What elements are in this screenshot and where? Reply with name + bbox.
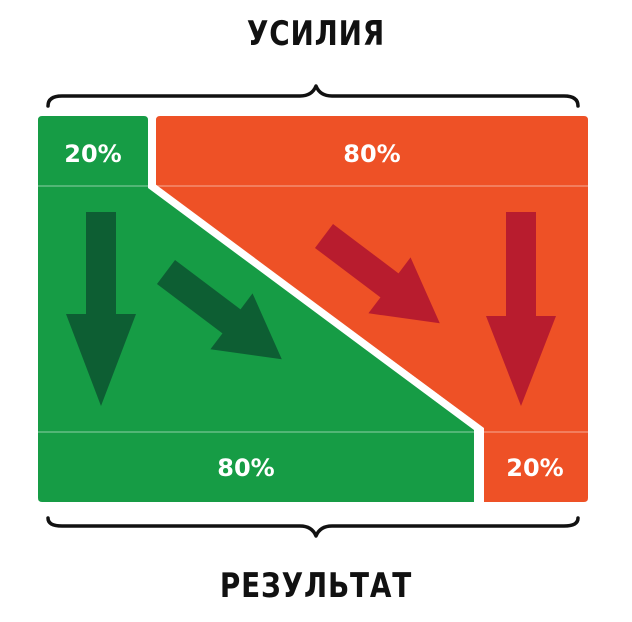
red-down-arrow [486, 212, 556, 406]
result-title: РЕЗУЛЬТАТ [219, 566, 413, 606]
green-down-arrow [66, 212, 136, 406]
result-left-label: 80% [217, 454, 274, 482]
top-brace [46, 84, 580, 108]
effort-title: УСИЛИЯ [246, 14, 386, 54]
diagonal-separator [149, 183, 482, 432]
bottom-brace [46, 516, 580, 538]
result-right-label: 20% [506, 454, 563, 482]
red-diagonal-arrow [314, 224, 440, 324]
green-diagonal-arrow [156, 260, 282, 360]
effort-right-label: 80% [343, 140, 400, 168]
effort-left-label: 20% [64, 140, 121, 168]
